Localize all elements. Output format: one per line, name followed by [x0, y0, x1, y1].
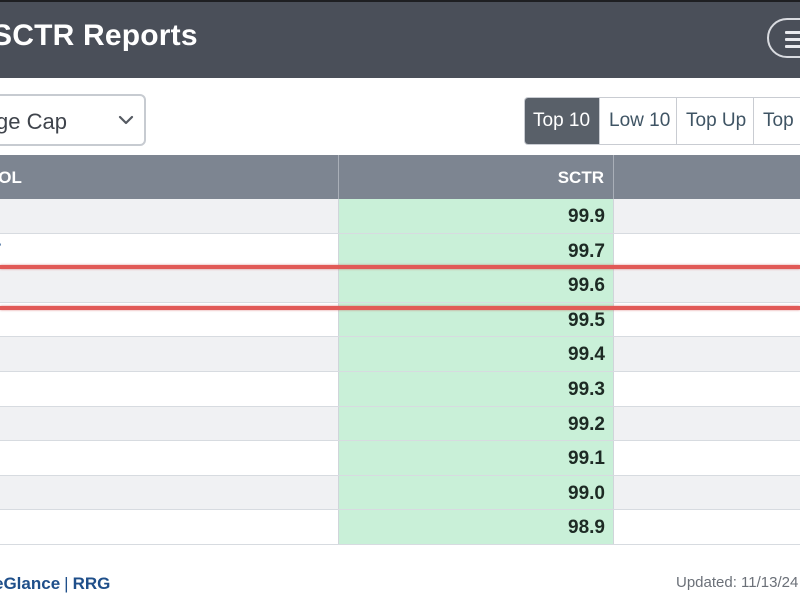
sctr-cell: 98.9 — [338, 510, 614, 544]
sctr-value: 99.5 — [568, 309, 605, 331]
column-header-symbol[interactable]: BOL — [0, 168, 22, 187]
highlight-line-bottom — [0, 306, 800, 310]
universe-select[interactable]: ge Cap — [0, 94, 146, 146]
sctr-cell: 99.0 — [338, 475, 614, 510]
column-divider — [613, 155, 614, 199]
universe-select-value: ge Cap — [0, 109, 67, 134]
sctr-cell: 99.2 — [338, 406, 614, 441]
sctr-cell: 99.3 — [338, 371, 614, 406]
table-row[interactable]: 99.3 — [0, 371, 800, 407]
sctr-value: 99.4 — [568, 344, 605, 366]
footer-links: eGlance | RRG — [0, 574, 110, 594]
sctr-cell: 99.9 — [338, 199, 614, 233]
sctr-value: 99.0 — [568, 482, 605, 504]
hamburger-menu-icon — [785, 31, 800, 52]
sctr-table: BOL SCTR 99.9 IT 99.7 R 99.6 R 99.5 T 99… — [0, 155, 800, 545]
table-header: BOL SCTR — [0, 155, 800, 199]
sctr-cell: 99.1 — [338, 441, 614, 475]
menu-button[interactable] — [767, 18, 800, 58]
tab-top-10[interactable]: Top 10 — [525, 98, 600, 144]
sctr-value: 99.1 — [568, 448, 605, 470]
symbol-link[interactable]: IT — [0, 241, 1, 263]
sctr-cell: 99.6 — [338, 268, 614, 302]
sctr-value: 99.6 — [568, 275, 605, 297]
table-row[interactable]: T 99.4 — [0, 337, 800, 372]
sctr-cell: 99.4 — [338, 337, 614, 371]
table-row[interactable]: P 99.0 — [0, 475, 800, 511]
highlight-line-top — [0, 265, 800, 269]
sctr-value: 99.2 — [568, 413, 605, 435]
tab-low-10[interactable]: Low 10 — [600, 98, 677, 144]
top-bar: SCTR Reports — [0, 0, 800, 78]
table-row[interactable]: R 99.6 — [0, 268, 800, 303]
sctr-value: 99.9 — [568, 206, 605, 227]
sctr-value: 99.7 — [568, 240, 605, 262]
footer-link-rrg[interactable]: RRG — [72, 574, 111, 593]
footer-separator: | — [64, 574, 69, 593]
table-row[interactable]: 99.9 — [0, 199, 800, 234]
table-row[interactable]: 99.2 — [0, 406, 800, 442]
sctr-value: 99.3 — [568, 378, 605, 400]
table-row[interactable]: N 99.1 — [0, 441, 800, 476]
sctr-value: 98.9 — [568, 517, 605, 539]
table-row[interactable]: IT 99.7 — [0, 233, 800, 269]
footer-link-glance[interactable]: eGlance — [0, 574, 61, 593]
app-title: SCTR Reports — [0, 19, 198, 52]
tab-top-down[interactable]: Top D — [754, 98, 800, 144]
column-header-sctr[interactable]: SCTR — [557, 168, 604, 187]
table-row[interactable]: A 98.9 — [0, 510, 800, 545]
updated-timestamp: Updated: 11/13/24 — [676, 574, 799, 591]
tab-top-up[interactable]: Top Up — [677, 98, 754, 144]
column-divider — [338, 155, 339, 199]
sctr-cell: 99.7 — [338, 233, 614, 268]
view-tab-group: Top 10 Low 10 Top Up Top D — [524, 97, 800, 145]
chevron-down-icon — [118, 115, 134, 125]
